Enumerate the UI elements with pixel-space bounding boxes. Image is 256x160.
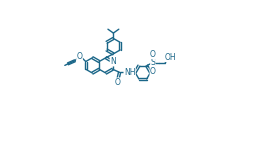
- Text: O: O: [150, 50, 156, 59]
- Text: OH: OH: [165, 53, 177, 62]
- Text: O: O: [150, 67, 156, 76]
- Text: NH: NH: [124, 68, 135, 77]
- Text: S: S: [151, 58, 155, 67]
- Text: O: O: [115, 78, 121, 87]
- Text: N: N: [110, 57, 116, 66]
- Text: O: O: [77, 52, 82, 61]
